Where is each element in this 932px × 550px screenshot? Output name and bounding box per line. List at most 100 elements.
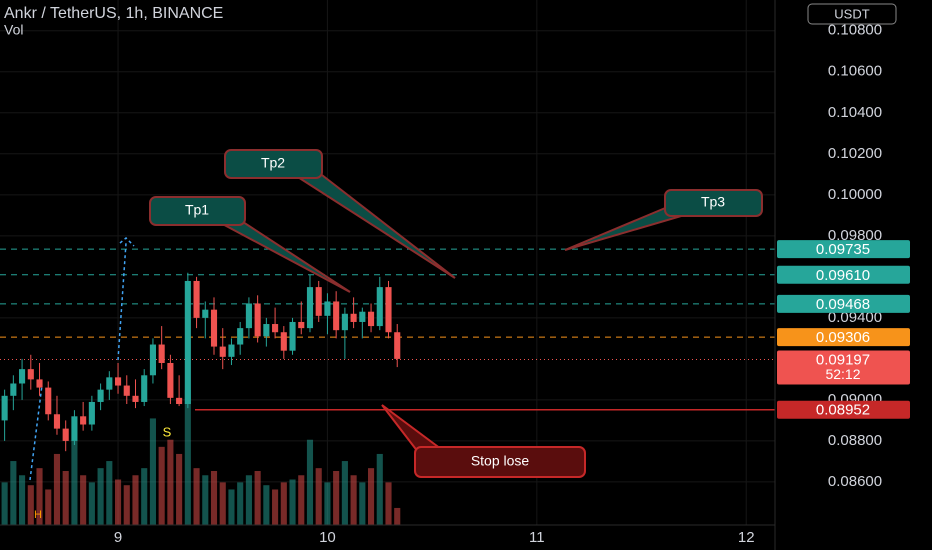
volume-bar xyxy=(228,489,235,525)
volume-bar xyxy=(306,439,314,525)
price-label: 0.09306 xyxy=(816,329,870,346)
volume-bar xyxy=(114,479,122,525)
x-tick-label: 9 xyxy=(114,529,122,546)
candle-body xyxy=(368,311,375,327)
candle-body xyxy=(315,287,322,316)
y-tick-label: 0.08800 xyxy=(828,432,882,449)
candle-body xyxy=(394,332,401,359)
volume-bar xyxy=(19,475,26,525)
volume-bar xyxy=(368,468,375,525)
candle-body xyxy=(114,377,122,386)
price-label-bg xyxy=(777,294,910,313)
candle-body xyxy=(333,301,340,331)
price-label-bg xyxy=(777,240,910,259)
volume-bar xyxy=(263,485,270,525)
price-label: 0.09197 xyxy=(816,351,870,368)
volume-bar xyxy=(149,418,156,525)
volume-bar xyxy=(376,453,383,525)
volume-bar xyxy=(106,461,113,525)
signal-marker: S xyxy=(163,424,172,439)
volume-bar xyxy=(359,482,366,525)
volume-bar xyxy=(141,468,148,525)
candle-body xyxy=(254,303,261,337)
candle-body xyxy=(88,401,95,425)
volume-bar xyxy=(324,482,331,525)
candle-body xyxy=(210,309,218,347)
volume-bar xyxy=(36,468,43,525)
price-label-bg xyxy=(777,265,910,284)
volume-bar xyxy=(210,471,218,525)
currency-badge[interactable] xyxy=(807,3,897,25)
volume-bar xyxy=(237,482,244,525)
volume-bar xyxy=(123,485,130,525)
volume-bar xyxy=(71,439,78,525)
candle-body xyxy=(298,321,305,329)
callout xyxy=(224,149,323,179)
volume-bar xyxy=(280,482,287,525)
volume-bar xyxy=(158,446,165,525)
volume-bar xyxy=(202,475,209,525)
signal-marker: H xyxy=(34,509,42,521)
callout xyxy=(664,189,763,217)
volume-bar xyxy=(1,482,8,525)
volume-bar xyxy=(167,439,174,525)
candle-body xyxy=(62,428,69,441)
volume-bar xyxy=(350,475,357,525)
volume-bar xyxy=(176,453,183,525)
candle-body xyxy=(376,287,383,327)
volume-bar xyxy=(27,485,34,525)
candle-body xyxy=(324,301,331,316)
candle-body xyxy=(123,385,130,396)
candles xyxy=(1,272,401,452)
candle-body xyxy=(1,395,8,421)
axes: 0.10800 0.10600 0.10400 0.10200 0.10000 0.098… xyxy=(114,22,910,546)
candle-body xyxy=(97,389,104,402)
volume-bar xyxy=(10,461,17,525)
candle-body xyxy=(19,369,26,384)
price-label: 0.09735 xyxy=(816,241,870,258)
volume-bar xyxy=(298,475,305,525)
candle-body xyxy=(202,309,209,318)
candle-body xyxy=(158,344,165,363)
volume-bar xyxy=(315,468,322,525)
x-tick-label: 10 xyxy=(319,529,336,546)
candle-body xyxy=(10,383,17,396)
arrow xyxy=(29,384,43,481)
candle-body xyxy=(228,344,235,357)
candle-body xyxy=(341,313,348,331)
callout-text: Tp3 xyxy=(701,194,725,210)
y-tick-label: 0.08600 xyxy=(828,473,882,490)
callout xyxy=(414,446,586,478)
candle-body xyxy=(149,344,156,376)
candle-body xyxy=(71,416,78,441)
y-tick-label: 0.10400 xyxy=(828,104,882,121)
volume-bar xyxy=(394,507,401,525)
callout-text: Tp2 xyxy=(261,155,285,171)
volume-bar xyxy=(341,461,348,525)
candle-body xyxy=(237,328,244,345)
callout xyxy=(149,196,246,226)
volume xyxy=(1,390,401,525)
x-tick-label: 12 xyxy=(738,529,755,546)
candle-body xyxy=(27,369,34,380)
price-label-bg xyxy=(777,350,910,385)
y-tick-label: 0.10600 xyxy=(828,63,882,80)
y-tick-label: 0.09800 xyxy=(828,227,882,244)
candle-body xyxy=(53,414,61,429)
volume-bar xyxy=(193,468,200,525)
candle-body xyxy=(272,324,279,333)
price-label-bg xyxy=(777,328,910,347)
candle-body xyxy=(193,280,200,318)
currency[interactable]: USDT xyxy=(834,6,869,21)
grid xyxy=(0,0,775,525)
candle-body xyxy=(106,377,113,390)
candle-body xyxy=(45,387,52,415)
volume-bar xyxy=(333,471,340,525)
callout-text: Tp1 xyxy=(185,202,209,218)
y-tick-label: 0.10000 xyxy=(828,186,882,203)
y-tick-label: 0.10200 xyxy=(828,145,882,162)
candle-body xyxy=(350,313,357,322)
countdown: 52:12 xyxy=(825,366,860,382)
callout-text: Stop lose xyxy=(471,453,530,469)
volume-bar xyxy=(53,453,61,525)
